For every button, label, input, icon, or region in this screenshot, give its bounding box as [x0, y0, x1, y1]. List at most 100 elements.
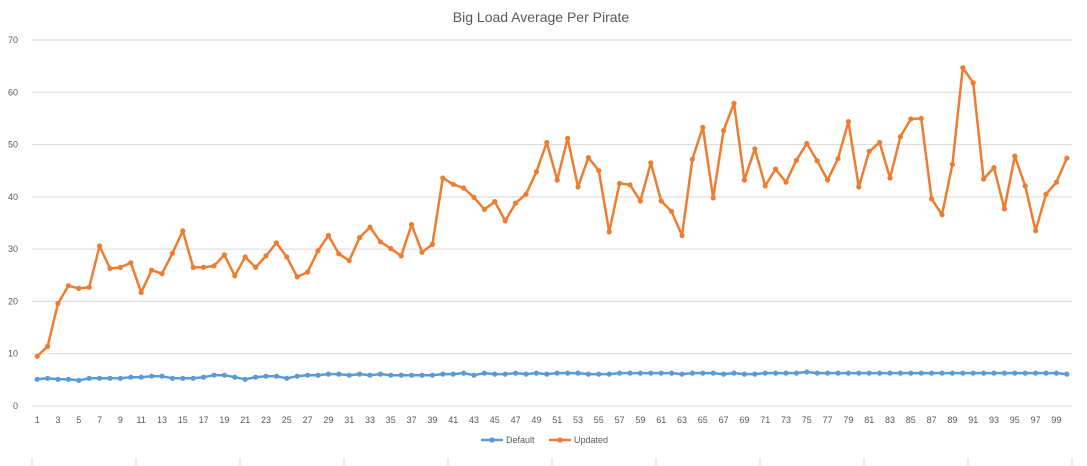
data-point-default — [429, 372, 435, 378]
data-point-default — [201, 374, 207, 380]
data-point-updated — [117, 264, 123, 270]
x-tick-label: 25 — [282, 415, 292, 425]
data-point-updated — [55, 300, 61, 307]
data-point-default — [357, 371, 363, 377]
data-point-updated — [575, 184, 581, 190]
data-point-default — [440, 371, 446, 377]
x-tick-label: 27 — [303, 415, 313, 425]
data-point-updated — [1064, 155, 1070, 161]
data-point-updated — [169, 250, 175, 256]
data-point-updated — [762, 183, 768, 189]
data-point-default — [1022, 370, 1028, 376]
data-point-updated — [1012, 153, 1018, 159]
data-point-default — [533, 370, 540, 376]
data-point-updated — [929, 196, 935, 202]
data-point-updated — [398, 253, 404, 259]
data-point-updated — [128, 260, 134, 266]
data-point-default — [55, 376, 61, 382]
data-point-default — [325, 371, 331, 377]
data-point-default — [263, 373, 269, 379]
data-point-updated — [180, 228, 186, 234]
chart-title: Big Load Average Per Pirate — [453, 9, 630, 25]
data-point-updated — [419, 249, 425, 255]
data-point-updated — [138, 289, 144, 296]
data-point-default — [211, 372, 217, 378]
data-point-updated — [232, 273, 238, 279]
x-tick-label: 59 — [635, 415, 645, 425]
data-point-updated — [887, 175, 893, 181]
data-point-updated — [856, 184, 862, 190]
data-point-default — [814, 370, 820, 376]
legend-item-default[interactable]: Default — [481, 435, 535, 445]
x-tick-label: 97 — [1031, 415, 1041, 425]
legend-marker-updated — [557, 437, 563, 443]
data-point-updated — [991, 165, 997, 171]
data-point-default — [409, 372, 415, 378]
x-tick-label: 49 — [531, 415, 541, 425]
data-point-updated — [970, 80, 976, 86]
data-point-updated — [65, 283, 71, 289]
data-point-default — [648, 370, 654, 376]
data-point-updated — [721, 127, 727, 134]
y-tick-label: 70 — [8, 35, 18, 45]
data-point-default — [492, 371, 498, 377]
data-point-default — [981, 370, 987, 376]
data-point-default — [419, 372, 425, 378]
x-tick-label: 31 — [344, 415, 354, 425]
data-point-updated — [502, 218, 508, 224]
data-point-updated — [263, 253, 269, 259]
data-point-updated — [76, 285, 82, 291]
legend-label-default: Default — [506, 435, 535, 445]
data-point-default — [991, 370, 997, 376]
data-point-updated — [533, 169, 540, 175]
data-point-updated — [388, 246, 394, 252]
data-point-default — [970, 370, 976, 376]
data-point-updated — [461, 185, 467, 191]
data-point-default — [450, 371, 456, 377]
legend-item-updated[interactable]: Updated — [549, 435, 608, 445]
data-point-default — [845, 370, 852, 376]
data-point-updated — [804, 140, 810, 147]
data-point-updated — [346, 258, 352, 264]
data-point-updated — [679, 232, 685, 239]
data-point-updated — [596, 168, 602, 174]
x-tick-label: 89 — [947, 415, 957, 425]
series-layer — [34, 65, 1070, 383]
data-point-updated — [201, 264, 207, 270]
data-point-default — [700, 370, 706, 376]
data-point-updated — [752, 146, 758, 152]
data-point-updated — [513, 200, 519, 206]
data-point-updated — [939, 212, 945, 218]
data-point-updated — [960, 65, 966, 71]
data-point-updated — [544, 139, 550, 146]
data-point-updated — [149, 267, 155, 273]
x-tick-label: 71 — [760, 415, 770, 425]
data-point-updated — [523, 191, 529, 197]
data-point-default — [877, 370, 883, 376]
data-point-updated — [773, 166, 779, 172]
data-point-default — [471, 372, 477, 378]
data-point-default — [762, 370, 768, 376]
data-point-default — [86, 375, 92, 381]
series-line-updated — [35, 66, 1069, 358]
data-point-default — [960, 370, 966, 376]
data-point-updated — [1043, 191, 1049, 197]
x-tick-label: 57 — [615, 415, 625, 425]
data-point-updated — [97, 243, 103, 249]
data-point-default — [315, 372, 321, 378]
data-point-default — [169, 375, 175, 381]
data-point-default — [138, 374, 144, 380]
data-point-default — [554, 370, 560, 376]
data-point-updated — [273, 240, 279, 246]
data-point-default — [294, 373, 300, 379]
data-point-default — [1012, 370, 1018, 376]
x-tick-label: 81 — [864, 415, 874, 425]
data-point-default — [45, 375, 51, 381]
data-point-updated — [835, 156, 841, 162]
x-tick-label: 45 — [490, 415, 500, 425]
x-tick-label: 43 — [469, 415, 479, 425]
data-point-default — [617, 370, 623, 376]
data-point-default — [710, 370, 716, 376]
data-point-updated — [305, 269, 311, 275]
data-point-updated — [1053, 179, 1059, 185]
